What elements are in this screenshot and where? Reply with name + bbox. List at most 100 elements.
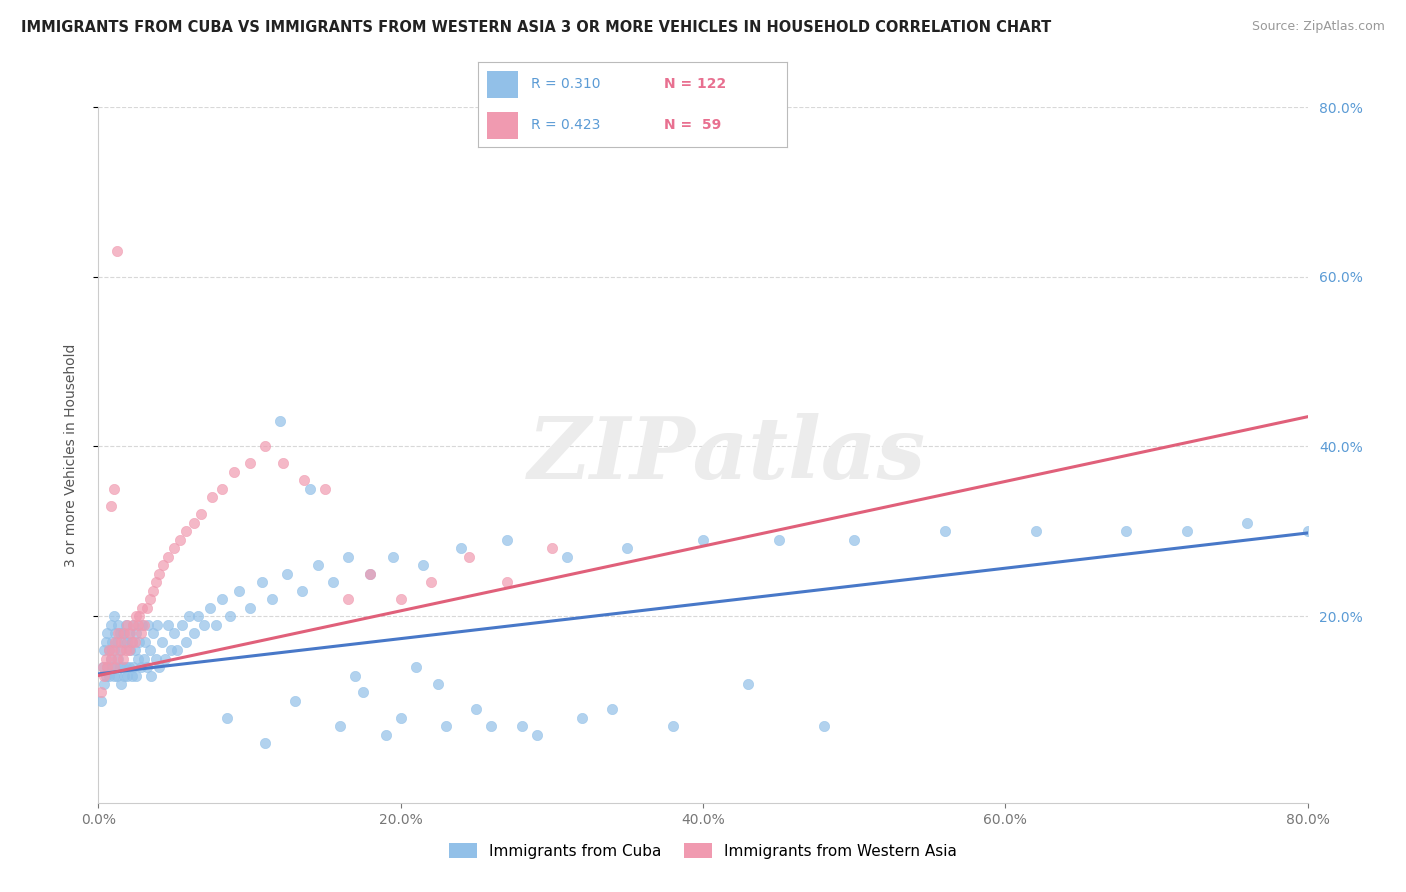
Point [101,643,124,657]
Point [190,508,212,522]
Point [427,677,450,691]
Point [135,600,157,615]
Point [169,533,191,547]
Point [183,516,205,530]
Point [291,583,314,598]
Point [94,634,117,648]
Point [90,685,112,699]
Point [93,643,115,657]
Point [434,719,457,733]
Point [104,660,127,674]
Point [96,660,118,674]
Text: ZIPatlas: ZIPatlas [529,413,927,497]
Point [115,617,138,632]
Point [336,592,359,607]
Point [228,583,250,598]
Point [110,634,132,648]
Point [104,634,127,648]
Point [224,465,246,479]
Point [91,660,114,674]
Point [269,414,291,428]
Point [737,677,759,691]
Point [1236,516,1258,530]
Point [768,533,790,547]
Point [107,626,129,640]
Point [201,491,224,505]
Point [148,566,170,581]
Point [1175,524,1198,539]
Point [150,634,173,648]
Point [108,643,131,657]
Point [124,643,146,657]
Point [94,651,117,665]
Point [405,660,427,674]
Point [129,626,152,640]
Point [166,643,188,657]
Point [160,643,183,657]
Point [105,244,128,259]
Point [121,668,143,682]
Point [122,617,145,632]
Point [219,609,242,624]
Point [495,533,517,547]
Point [215,711,238,725]
Point [115,668,138,682]
Point [131,600,153,615]
Point [125,609,148,624]
Point [128,634,150,648]
Point [103,643,125,657]
Point [336,549,359,564]
Point [111,660,134,674]
Point [602,702,624,716]
Point [450,541,472,556]
Point [128,609,150,624]
Point [91,660,114,674]
Point [156,549,179,564]
Point [100,499,122,513]
Point [111,626,134,640]
Point [105,634,128,648]
Point [100,617,122,632]
Point [389,711,412,725]
Legend: Immigrants from Cuba, Immigrants from Western Asia: Immigrants from Cuba, Immigrants from We… [443,837,963,864]
Point [100,651,122,665]
Point [284,694,307,708]
Point [616,541,638,556]
Text: N = 122: N = 122 [664,78,725,92]
Point [114,643,136,657]
Point [314,482,336,496]
Point [205,617,228,632]
Point [1296,524,1319,539]
Point [382,549,405,564]
Point [98,643,121,657]
Point [540,541,562,556]
Point [101,634,124,648]
Point [132,651,155,665]
Point [122,617,145,632]
Point [108,626,131,640]
Point [129,660,152,674]
Point [100,651,122,665]
Point [156,617,179,632]
Point [105,651,128,665]
Point [299,482,322,496]
Point [389,592,412,607]
Point [146,617,169,632]
Point [239,457,262,471]
Point [239,600,262,615]
Point [211,592,233,607]
Point [360,566,382,581]
Point [360,566,382,581]
Point [420,575,443,590]
Point [174,524,197,539]
Point [111,651,134,665]
Point [131,617,153,632]
Point [170,617,193,632]
Point [141,668,163,682]
Point [90,694,112,708]
Point [526,728,548,742]
Point [107,617,129,632]
Point [253,439,276,453]
Point [276,566,298,581]
Point [510,719,533,733]
